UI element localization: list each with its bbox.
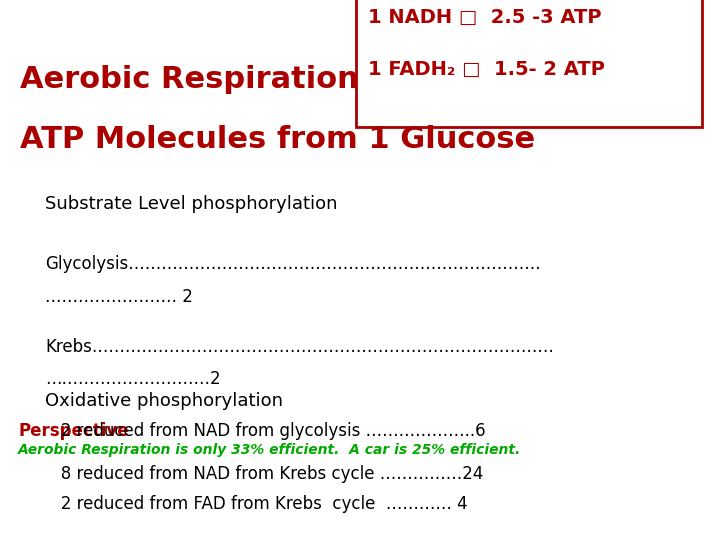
Text: …………………… 2: …………………… 2 xyxy=(45,288,193,306)
Text: ATP Molecules from 1 Glucose: ATP Molecules from 1 Glucose xyxy=(20,125,535,154)
Text: 2 reduced from FAD from Krebs  cycle  ………… 4: 2 reduced from FAD from Krebs cycle …………… xyxy=(45,495,467,513)
FancyBboxPatch shape xyxy=(356,0,702,127)
Text: Perspective: Perspective xyxy=(18,422,129,440)
Text: Glycolysis…………………………………………………………………: Glycolysis………………………………………………………………… xyxy=(45,255,541,273)
Text: 8 reduced from NAD from Krebs cycle ……………24: 8 reduced from NAD from Krebs cycle …………… xyxy=(45,465,483,483)
Text: …………………………2: …………………………2 xyxy=(45,370,220,388)
Text: Aerobic Respiration is only 33% efficient.  A car is 25% efficient.: Aerobic Respiration is only 33% efficien… xyxy=(18,443,521,457)
Text: Oxidative phosphorylation: Oxidative phosphorylation xyxy=(45,392,283,410)
Text: 1 NADH □  2.5 -3 ATP: 1 NADH □ 2.5 -3 ATP xyxy=(368,8,601,27)
Text: Krebs…………………………………………………………………………: Krebs………………………………………………………………………… xyxy=(45,338,554,356)
Text: 2 reduced from NAD from glycolysis ………………..6: 2 reduced from NAD from glycolysis ……………… xyxy=(45,422,485,440)
Text: Substrate Level phosphorylation: Substrate Level phosphorylation xyxy=(45,195,338,213)
Text: Aerobic Respiration: Aerobic Respiration xyxy=(20,65,359,94)
Text: 1 FADH₂ □  1.5- 2 ATP: 1 FADH₂ □ 1.5- 2 ATP xyxy=(368,60,605,79)
